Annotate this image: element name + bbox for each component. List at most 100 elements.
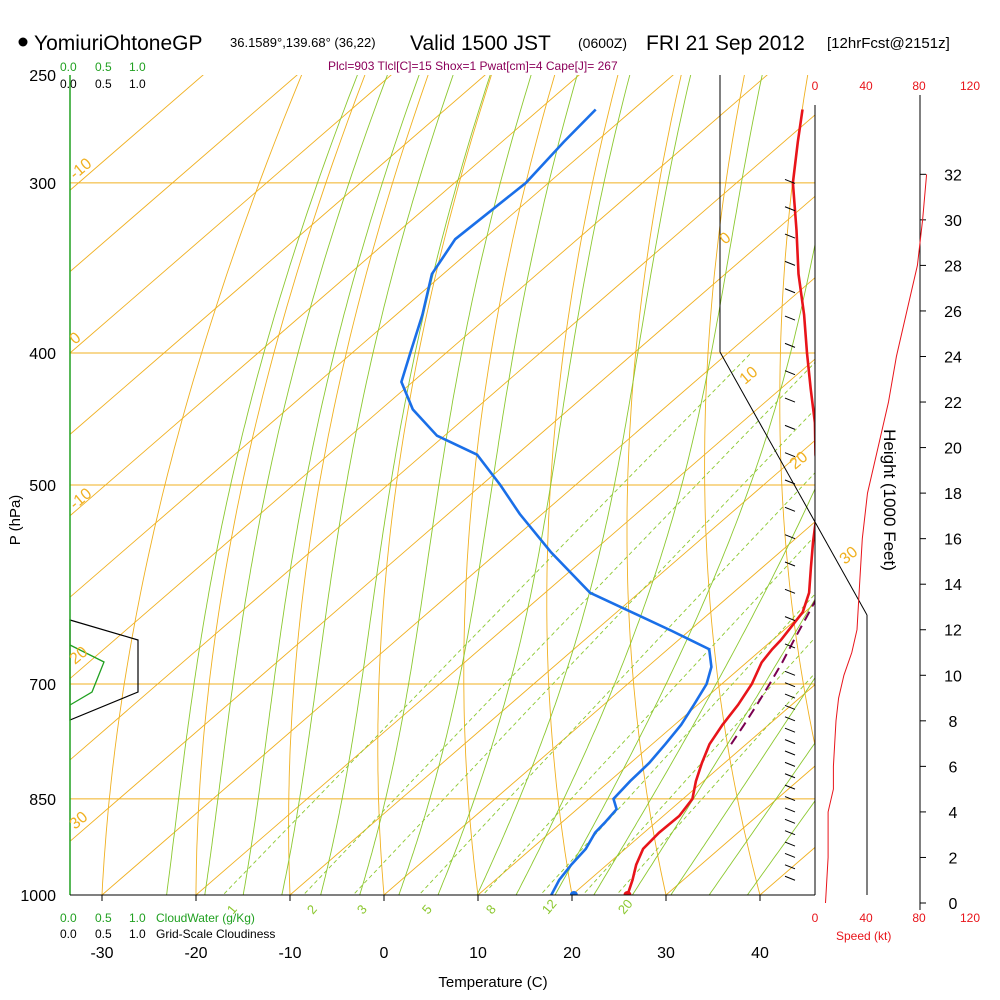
mixing-ratio-line [222,352,752,895]
mixing-ratio-line [615,672,815,895]
wind-barb [784,796,796,801]
adiabat-label: 20 [787,449,812,474]
height-tick-label: 18 [944,486,962,503]
dry-adiabat-line [195,75,366,895]
wind-speed-tick-label: 0 [812,911,819,925]
wind-barb [784,424,796,430]
mixing-ratio-label: 2 [304,902,320,917]
wind-speed-tick-label: 120 [960,911,980,925]
moist-adiabat-line [476,75,692,895]
height-tick-label: 32 [944,167,962,184]
cloudiness-label: Grid-Scale Cloudiness [156,927,275,941]
wind-barb [784,233,796,239]
cloud-scale-top: 0.0 0.5 1.0 0.0 0.5 1.0 [60,60,146,91]
wind-barb [784,704,796,710]
cl-tick: 0.0 [60,927,77,941]
wind-speed-tick-label: 80 [912,79,926,93]
moist-adiabat-line [631,598,815,895]
isotherm-line [70,75,580,517]
temperature-tick-label: 0 [380,945,389,962]
height-tick-label: 22 [944,395,962,412]
height-tick-label: 28 [944,258,962,275]
temperature-tick-label: 30 [657,945,675,962]
surface-dewpoint-dot [569,891,578,895]
valid-date: FRI 21 Sep 2012 [646,32,805,55]
wind-barb [784,875,796,881]
wind-barb [784,288,796,294]
height-tick-label: 12 [944,623,962,640]
wind-speed-tick-label: 40 [859,79,873,93]
height-tick-label: 24 [944,349,962,366]
height-tick-label: 30 [944,213,962,230]
wind-barb [784,670,796,676]
pressure-tick-label: 250 [29,68,56,85]
wind-barb [784,206,796,212]
cl-tick: 0.0 [60,77,77,91]
cw-tick: 1.0 [129,60,146,74]
cloud-water-label: CloudWater (g/Kg) [156,911,255,925]
wind-speed-line [825,174,928,904]
isotherm-line [70,75,674,598]
wind-speed-tick-label: 40 [859,911,873,925]
isotherm-line [195,358,815,895]
height-tick-label: 8 [949,714,958,731]
dry-adiabat-line [779,75,815,748]
temperature-tick-label: -20 [184,945,207,962]
wind-barb [784,761,796,767]
wind-speed-label: Speed (kt) [836,929,891,943]
valid-time: Valid 1500 JST [410,32,551,55]
isotherm-line [477,602,815,895]
moist-adiabat-line [242,75,420,895]
utc-time: (0600Z) [578,35,627,51]
moist-adiabat-line [320,75,491,895]
height-tick-label: 14 [944,577,962,594]
moist-adiabat-line [670,676,815,895]
temperature-profile-line [626,109,815,895]
title-block: YomiuriOhtoneGP 36.1589°,139.68° (36,22)… [18,32,950,73]
isotherm-line [665,765,815,895]
stability-params: Plcl=903 Tlcl[C]=15 Shox=1 Pwat[cm]=4 Ca… [328,59,618,73]
mixing-ratio-line [418,472,815,895]
wind-speed-tick-label: 120 [960,79,980,93]
wind-speed-tick-label: 0 [812,79,819,93]
dry-adiabat-line [546,75,619,895]
mixing-ratio-line [482,535,815,895]
cw-tick: 1.0 [129,911,146,925]
isotherm-line [70,75,768,680]
wind-barb [784,716,796,722]
wind-panel: 0040408080120120024681012141618202224262… [719,75,980,925]
wind-barb [784,682,796,688]
mixing-ratio-label: 5 [419,902,435,917]
mixing-ratio-line [302,361,815,895]
mixing-ratio-label: 12 [539,896,560,917]
parcel-profile-line [730,599,815,745]
dewpoint-profile-line [400,108,713,895]
thermo-grid [70,75,815,895]
height-tick-label: 2 [949,850,958,867]
wind-barb [784,397,796,403]
cl-tick: 1.0 [129,77,146,91]
isotherm-line [70,75,392,354]
mixing-ratio-line [582,637,815,895]
wind-barb [784,643,796,649]
wind-barb [784,342,796,348]
dry-adiabat-line [626,75,682,895]
moist-adiabat-line [359,75,532,895]
wind-barb [784,727,796,733]
height-tick-label: 10 [944,668,962,685]
moist-adiabat-line [437,75,631,895]
mixing-ratio-line [352,408,815,895]
dry-adiabat-line [377,75,492,895]
sounding-profiles [400,108,815,895]
pressure-tick-label: 400 [29,346,56,363]
wind-barb [784,830,796,836]
dry-adiabat-line [101,75,303,895]
isotherm-line [101,277,815,895]
adiabat-label: 10 [737,364,762,389]
temperature-tick-label: -10 [278,945,301,962]
isotherm-line [289,439,815,895]
moist-adiabat-line [708,742,815,895]
mixing-ratio-label: 8 [483,902,499,917]
pressure-tick-label: 500 [29,478,56,495]
wind-barb [784,864,796,870]
